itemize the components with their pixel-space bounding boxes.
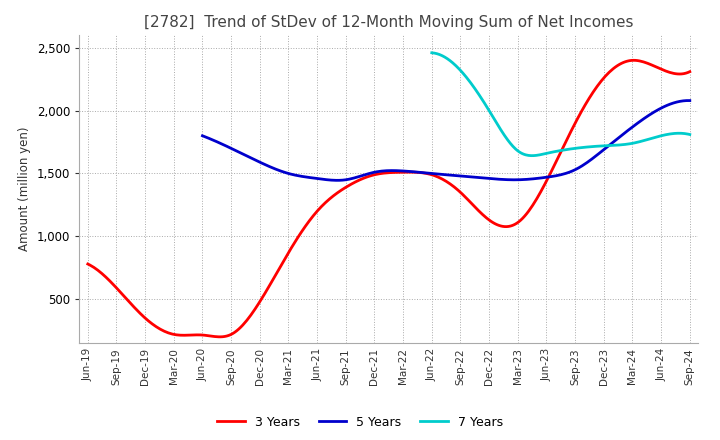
3 Years bbox=[86, 262, 94, 268]
3 Years bbox=[454, 188, 462, 193]
7 Years bbox=[581, 145, 590, 150]
7 Years bbox=[582, 144, 590, 150]
5 Years bbox=[642, 115, 650, 120]
7 Years bbox=[586, 144, 595, 149]
3 Years bbox=[217, 334, 225, 340]
5 Years bbox=[685, 98, 694, 103]
7 Years bbox=[428, 50, 436, 55]
Y-axis label: Amount (million yen): Amount (million yen) bbox=[18, 127, 31, 251]
3 Years bbox=[633, 58, 642, 63]
3 Years bbox=[84, 261, 92, 267]
5 Years bbox=[498, 177, 507, 182]
3 Years bbox=[442, 179, 451, 184]
5 Years bbox=[333, 178, 342, 183]
Legend: 3 Years, 5 Years, 7 Years: 3 Years, 5 Years, 7 Years bbox=[212, 411, 508, 434]
Line: 3 Years: 3 Years bbox=[88, 60, 690, 337]
5 Years bbox=[199, 134, 208, 139]
Title: [2782]  Trend of StDev of 12-Month Moving Sum of Net Incomes: [2782] Trend of StDev of 12-Month Moving… bbox=[144, 15, 634, 30]
5 Years bbox=[490, 176, 498, 182]
7 Years bbox=[662, 132, 671, 137]
3 Years bbox=[444, 180, 452, 185]
Line: 7 Years: 7 Years bbox=[432, 53, 690, 156]
5 Years bbox=[611, 138, 619, 143]
5 Years bbox=[488, 176, 497, 181]
7 Years bbox=[646, 136, 654, 141]
5 Years bbox=[684, 98, 693, 103]
7 Years bbox=[428, 50, 437, 55]
7 Years bbox=[685, 132, 694, 137]
3 Years bbox=[629, 58, 638, 63]
3 Years bbox=[685, 69, 694, 74]
7 Years bbox=[528, 153, 536, 158]
5 Years bbox=[198, 133, 207, 139]
3 Years bbox=[593, 84, 601, 89]
Line: 5 Years: 5 Years bbox=[202, 101, 690, 180]
